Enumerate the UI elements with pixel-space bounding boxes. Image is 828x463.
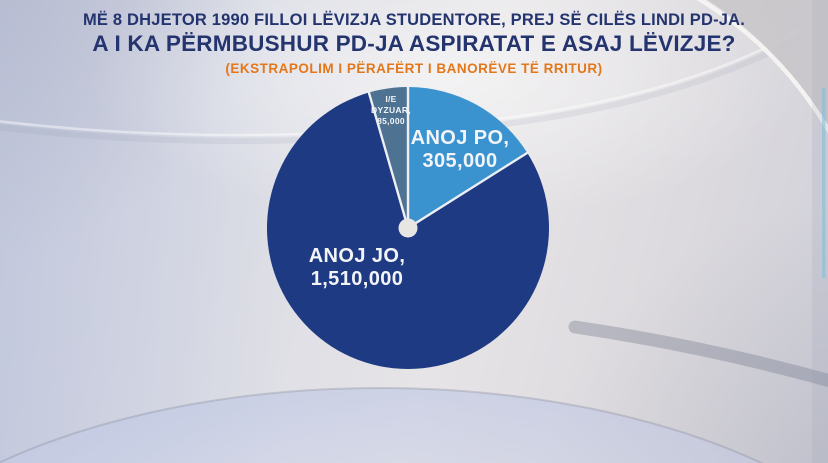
pie-label-anoj-jo: ANOJ JO, 1,510,000: [266, 245, 448, 291]
pie-label-anoj-jo-value: 1,510,000: [310, 268, 404, 291]
slice-separator: [406, 151, 529, 230]
slice-separator: [367, 91, 410, 230]
pie-label-ie-dyzuar-line2: DYZUAR,: [371, 105, 411, 116]
pie-label-anoj-po-value: 305,000: [422, 150, 498, 173]
right-edge-cyan-sliver: [822, 88, 826, 278]
headline-context-line: MË 8 DHJETOR 1990 FILLOI LËVIZJA STUDENT…: [82, 11, 746, 29]
pie-label-ie-dyzuar-value: 85,000: [377, 116, 405, 127]
pie-label-anoj-jo-name: ANOJ JO,: [308, 245, 406, 267]
pie-label-ie-dyzuar-line1: I/E: [385, 94, 397, 104]
pie-center-dot: [398, 218, 418, 238]
pie-label-ie-dyzuar: I/E DYZUAR, 85,000: [362, 94, 420, 127]
pie-chart-container: [264, 84, 552, 372]
pie-label-anoj-po-name: ANOJ PO,: [410, 127, 510, 149]
headline-subtitle: (EKSTRAPOLIM I PËRAFËRT I BANORËVE TË RR…: [225, 61, 603, 76]
bottom-bowl-ellipse: [0, 387, 764, 463]
pie-chart: [267, 85, 550, 369]
headline-question: A I KA PËRMBUSHUR PD-JA ASPIRATAT E ASAJ…: [92, 31, 736, 56]
pie-slice-anojpo: [408, 87, 528, 228]
bottom-right-band: [568, 320, 828, 388]
top-right-wedge-rim: [696, 0, 828, 134]
top-right-wedge: [707, 0, 828, 130]
headline-block: MË 8 DHJETOR 1990 FILLOI LËVIZJA STUDENT…: [0, 11, 828, 76]
pie-label-anoj-po: ANOJ PO, 305,000: [384, 127, 536, 173]
